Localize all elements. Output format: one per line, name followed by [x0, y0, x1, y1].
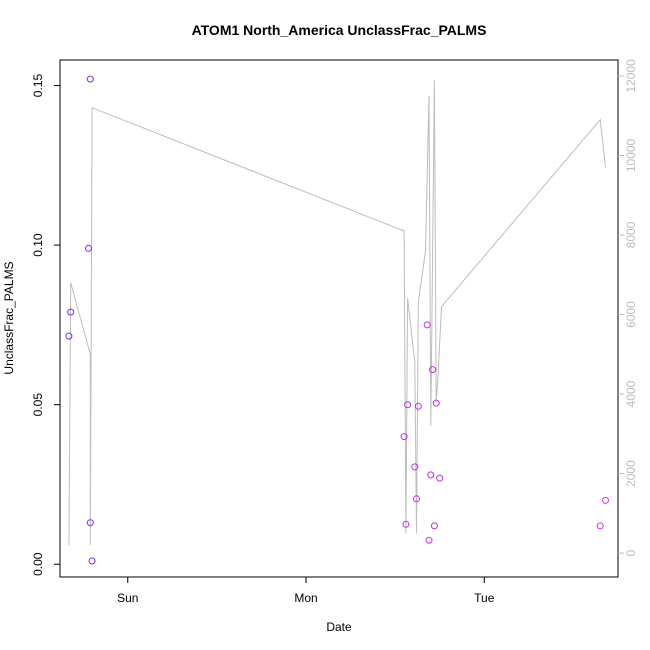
y-left-tick-label: 0.15 — [31, 74, 45, 98]
data-point — [429, 366, 437, 374]
data-point — [436, 474, 444, 482]
x-tick-label: Mon — [294, 591, 317, 605]
series-line — [68, 79, 606, 546]
x-tick-label: Sun — [117, 591, 138, 605]
y-right-tick-label: 0 — [624, 549, 638, 556]
data-point — [413, 495, 420, 503]
data-point — [86, 75, 94, 83]
data-point — [425, 536, 433, 544]
data-point — [414, 402, 422, 410]
data-point — [596, 522, 604, 530]
y-right-tick-label: 12000 — [624, 59, 638, 93]
x-axis: Sun Mon Tue — [117, 577, 495, 605]
chart-title: ATOM1 North_America UnclassFrac_PALMS — [192, 22, 487, 38]
y-right-tick-label: 2000 — [624, 460, 638, 487]
data-point — [88, 557, 96, 565]
data-point — [86, 519, 94, 527]
plot-frame — [59, 59, 619, 578]
data-point — [411, 463, 419, 471]
data-point — [602, 496, 609, 504]
data-point — [67, 308, 75, 316]
data-point — [402, 520, 410, 528]
y-right-tick-label: 6000 — [624, 301, 638, 328]
y-left-tick-label: 0.05 — [31, 393, 45, 417]
y-right-tick-label: 8000 — [624, 221, 638, 248]
data-point — [65, 332, 73, 340]
data-point — [400, 433, 408, 441]
x-axis-label: Date — [326, 620, 352, 634]
x-tick-label: Tue — [474, 591, 495, 605]
y-left-tick-label: 0.10 — [31, 233, 45, 257]
y-axis-label: UnclassFrac_PALMS — [2, 261, 16, 374]
data-point — [427, 471, 435, 479]
y-left-tick-label: 0.00 — [31, 552, 45, 576]
data-point — [423, 321, 431, 329]
line-layer — [68, 79, 606, 546]
data-point — [404, 401, 412, 409]
y-right-tick-label: 4000 — [624, 380, 638, 407]
y-axis-right: 0 2000 4000 6000 8000 10000 12000 — [618, 59, 638, 556]
data-point — [432, 399, 440, 407]
points-layer — [65, 75, 609, 565]
y-axis-left: 0.00 0.05 0.10 0.15 — [31, 74, 60, 576]
data-point — [85, 244, 92, 252]
data-point — [430, 522, 438, 530]
y-right-tick-label: 10000 — [624, 138, 638, 172]
